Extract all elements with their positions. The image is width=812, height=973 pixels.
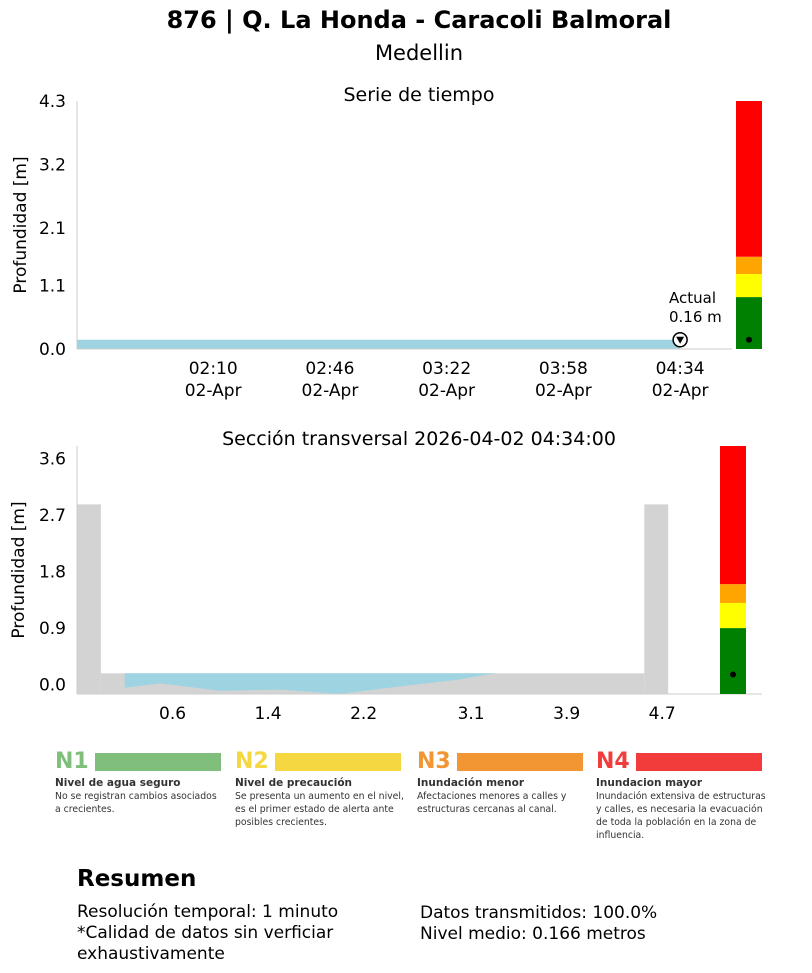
- summary-left-column: Resolución temporal: 1 minuto *Calidad d…: [77, 902, 397, 965]
- summary-title: Resumen: [77, 866, 197, 892]
- x-tick-date: 02-Apr: [418, 381, 475, 401]
- x-tick-date: 02-Apr: [652, 381, 709, 401]
- risk-level-band: [720, 628, 746, 694]
- y-tick-label: 1.8: [39, 563, 66, 583]
- legend-item-n4: N4 Inundacion mayor Inundación extensiva d…: [596, 750, 766, 842]
- x-tick-time: 02:46: [305, 359, 354, 379]
- x-tick-date: 02-Apr: [302, 381, 359, 401]
- cross-section-chart: Sección transversal 2026-04-02 04:34:00 P…: [9, 428, 762, 724]
- risk-level-band: [736, 101, 762, 257]
- y-tick-label: 2.1: [39, 219, 66, 239]
- x-tick-time: 03:58: [539, 359, 588, 379]
- legend-name: Inundación menor: [417, 777, 525, 789]
- risk-level-band: [736, 256, 762, 275]
- y-tick-label: 4.3: [39, 92, 66, 112]
- water-level-area: [77, 339, 681, 349]
- y-tick-label: 3.6: [39, 450, 66, 470]
- legend-code: N4: [596, 749, 630, 774]
- y-tick-label: 0.9: [39, 619, 66, 639]
- right-channel-wall: [644, 504, 669, 694]
- x-tick-date: 02-Apr: [185, 381, 242, 401]
- x-tick-label: 0.6: [159, 704, 186, 724]
- transmitted-data: Datos transmitidos: 100.0%: [420, 903, 658, 923]
- x-tick-label: 3.1: [458, 704, 485, 724]
- legend-description: Inundación extensiva de estructuras y ca…: [596, 791, 766, 841]
- x-tick-label: 4.7: [649, 704, 676, 724]
- data-quality-note: *Calidad de datos sin verficiar exhausti…: [77, 923, 334, 964]
- y-tick-label: 1.1: [39, 277, 66, 297]
- chart-title: Sección transversal 2026-04-02 04:34:00: [222, 428, 616, 450]
- legend-name: Inundacion mayor: [596, 777, 703, 789]
- temporal-resolution: Resolución temporal: 1 minuto: [77, 902, 339, 922]
- x-tick-label: 2.2: [350, 704, 377, 724]
- legend-item-n3: N3 Inundación menor Afectaciones menores a…: [417, 750, 587, 816]
- legend-color-bar: [275, 753, 401, 771]
- page-title: 876 | Q. La Honda - Caracoli Balmoral: [166, 6, 672, 34]
- legend-description: Afectaciones menores a calles y estructu…: [417, 791, 567, 815]
- risk-level-band: [720, 602, 746, 629]
- legend-color-bar: [636, 753, 762, 771]
- legend-color-bar: [457, 753, 583, 771]
- current-label: Actual: [669, 289, 716, 307]
- summary-right-column: Datos transmitidos: 100.0% Nivel medio: …: [420, 903, 800, 945]
- y-tick-label: 0.0: [39, 676, 66, 696]
- legend-code: N3: [417, 749, 451, 774]
- time-series-chart: Serie de tiempo Profundidad [m] 0.0 1.1 2.1 3…: [11, 84, 762, 401]
- risk-level-band: [720, 584, 746, 603]
- legend-code: N1: [55, 749, 89, 774]
- legend-description: No se registran cambios asociados a crec…: [55, 791, 217, 815]
- risk-level-band: [720, 446, 746, 585]
- y-tick-label: 3.2: [39, 155, 66, 175]
- y-axis-label: Profundidad [m]: [9, 501, 29, 638]
- risk-level-band: [736, 274, 762, 298]
- legend-description: Se presenta un aumento en el nivel, es e…: [235, 791, 404, 828]
- legend-code: N2: [235, 749, 269, 774]
- y-axis-label: Profundidad [m]: [11, 156, 31, 293]
- y-tick-label: 0.0: [39, 340, 66, 360]
- chart-title: Serie de tiempo: [344, 84, 495, 106]
- legend-item-n1: N1 Nivel de agua seguro No se registran ca…: [55, 750, 225, 816]
- x-tick-time: 04:34: [656, 359, 705, 379]
- x-tick-label: 1.4: [255, 704, 282, 724]
- current-level-arrow-icon: [676, 336, 685, 344]
- risk-bar-current-dot: [730, 671, 736, 678]
- risk-bar-current-dot: [746, 336, 752, 343]
- left-channel-wall: [77, 504, 101, 694]
- x-tick-label: 3.9: [553, 704, 580, 724]
- y-tick-label: 2.7: [39, 506, 66, 526]
- x-tick-date: 02-Apr: [535, 381, 592, 401]
- x-tick-time: 02:10: [189, 359, 238, 379]
- legend-name: Nivel de agua seguro: [55, 777, 181, 789]
- page-subtitle: Medellin: [374, 41, 464, 65]
- water-cross-section: [124, 673, 496, 694]
- x-tick-time: 03:22: [422, 359, 471, 379]
- legend-color-bar: [95, 753, 221, 771]
- legend-name: Nivel de precaución: [235, 777, 353, 789]
- current-value-label: 0.16 m: [669, 308, 722, 326]
- legend-item-n2: N2 Nivel de precaución Se presenta un aume…: [235, 750, 405, 829]
- mean-level: Nivel medio: 0.166 metros: [420, 924, 646, 944]
